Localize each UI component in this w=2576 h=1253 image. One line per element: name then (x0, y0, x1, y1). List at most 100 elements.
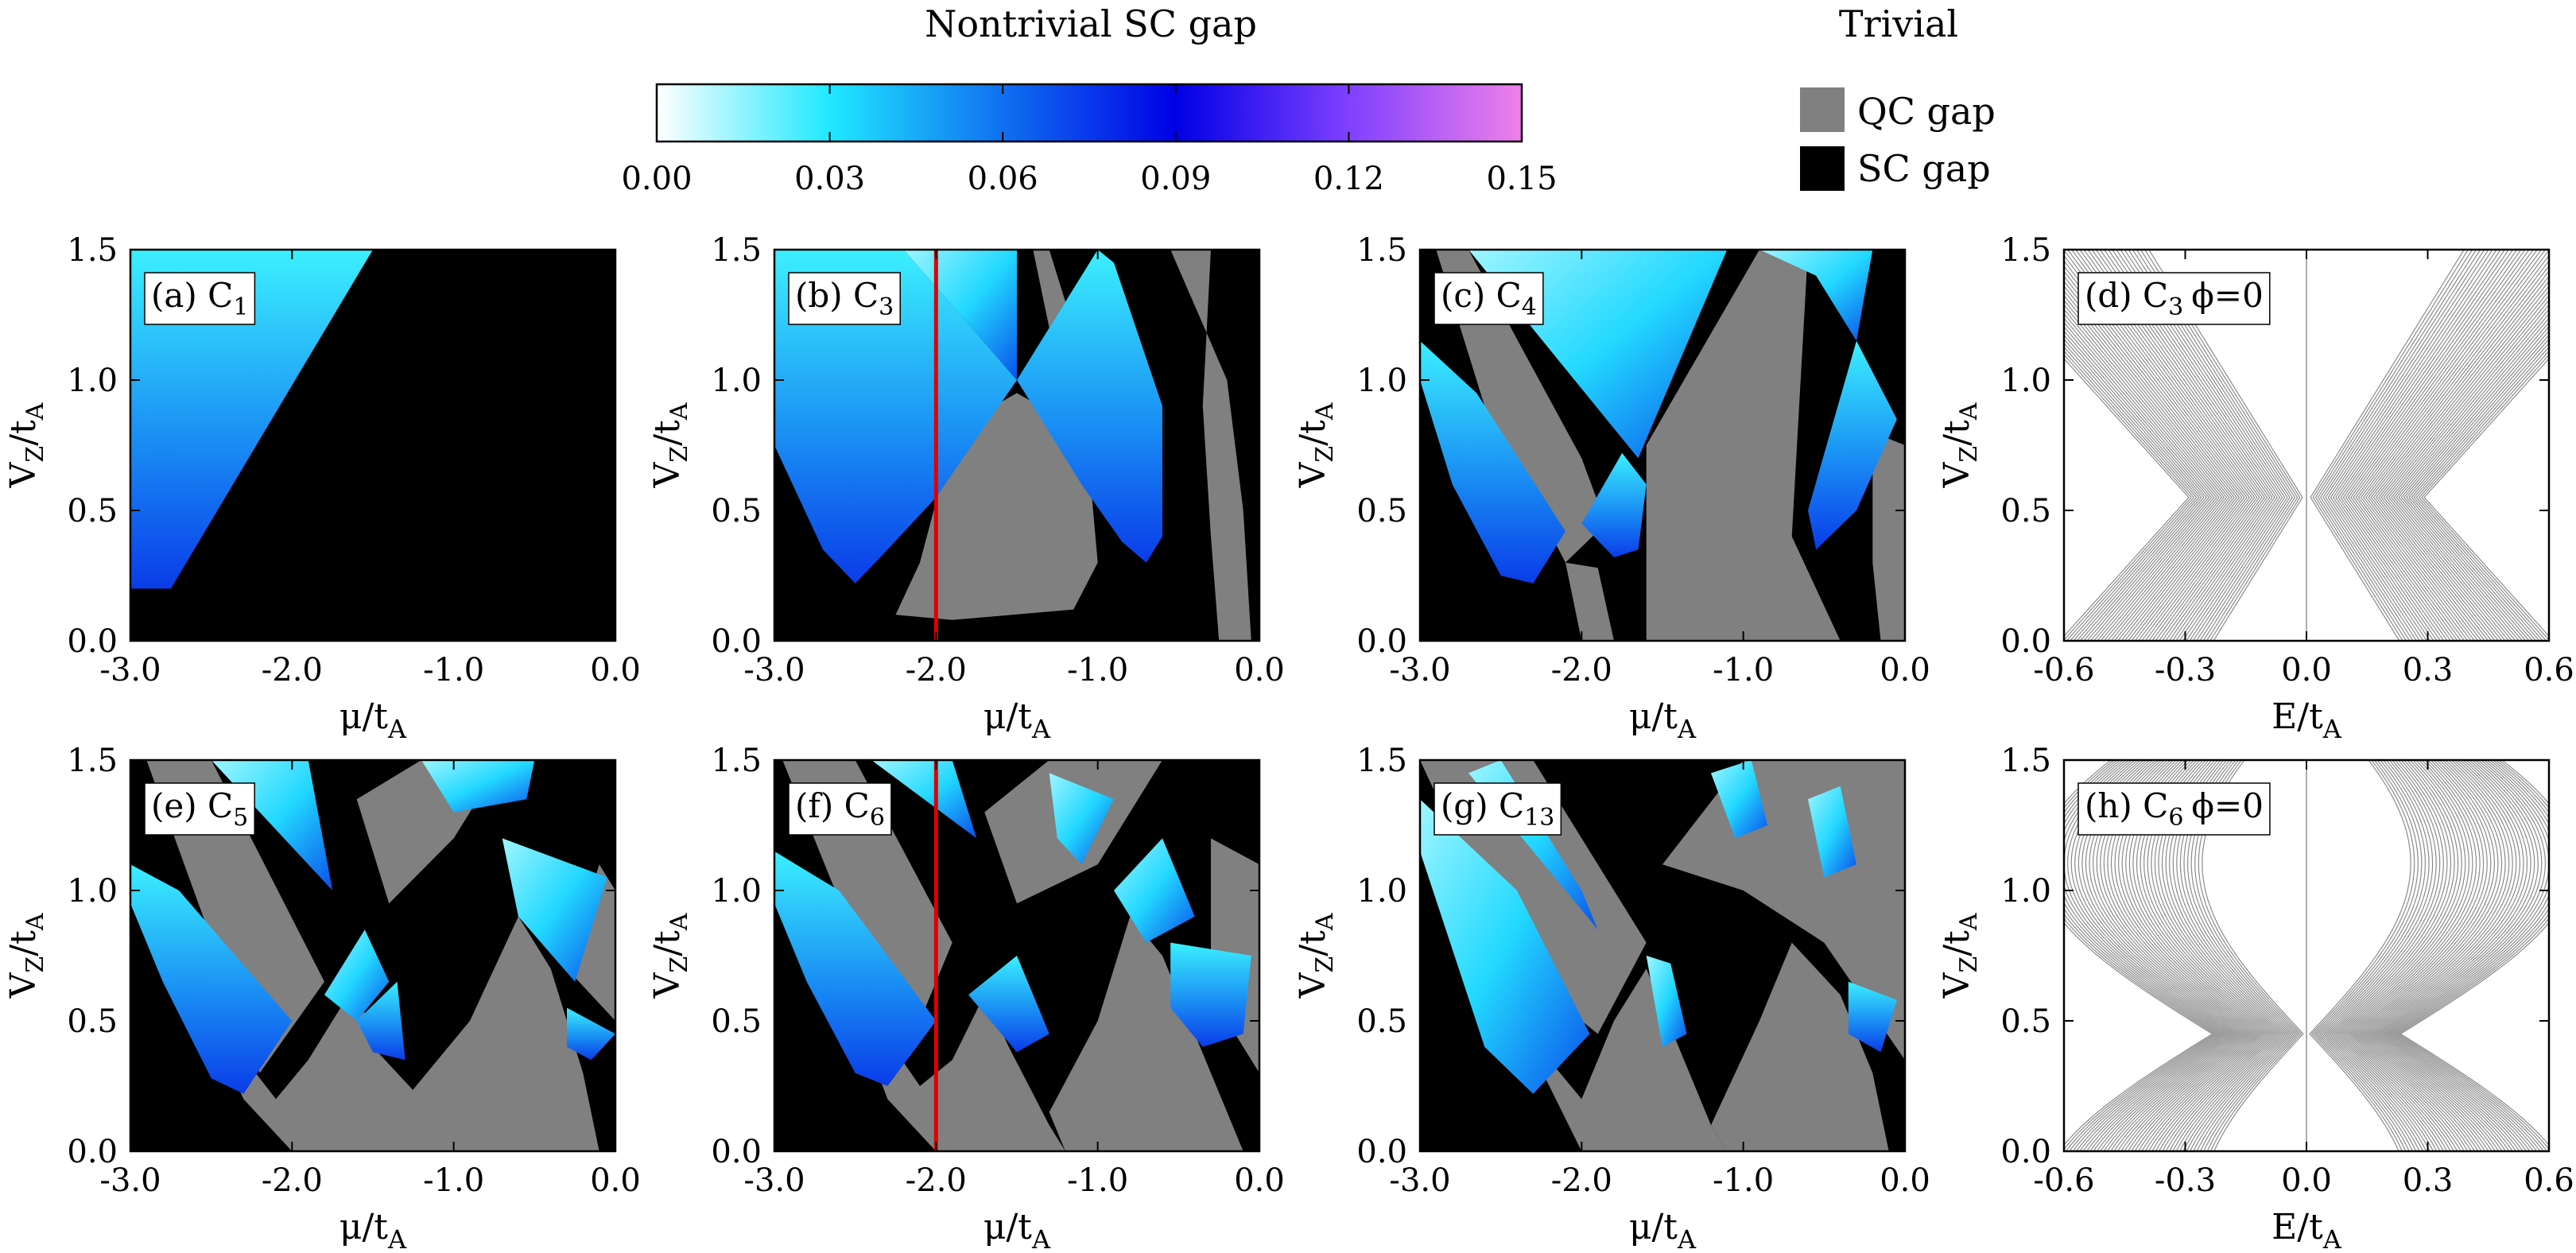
colorbar-ticks: 0.00 0.03 0.06 0.09 0.12 0.15 (621, 84, 1558, 197)
spectrum-band (2349, 760, 2485, 1151)
y-axis-label-main: V (647, 461, 688, 488)
spectrum-band (2360, 250, 2546, 641)
spectrum-band (2345, 760, 2477, 1151)
phase-region (405, 916, 599, 1151)
y-axis-label-slash: /t (647, 930, 688, 956)
x-axis-label-main: E/t (2271, 1207, 2323, 1247)
y-tick-label: 1.0 (1356, 873, 1407, 910)
spectrum-band (2333, 760, 2455, 1151)
spectrum-band (2335, 760, 2459, 1151)
panel-tag-main: (c) C (1441, 276, 1522, 315)
spectrum-band (2377, 760, 2535, 1151)
x-axis-label-sub: A (1677, 714, 1697, 744)
spectrum-band (2411, 338, 2549, 641)
phase-region (839, 968, 1065, 1151)
y-axis-label-main: V (1937, 972, 1977, 999)
panel-tag-box (788, 782, 892, 836)
x-tick-label: -1.0 (1067, 652, 1128, 689)
x-tick-label: 0.0 (590, 1162, 641, 1199)
spectrum-band (2317, 760, 2427, 1151)
panel-frame (773, 758, 1261, 1153)
colorbar-title: Nontrivial SC gap (925, 2, 1257, 45)
panel-tag: (a) C1 (151, 276, 248, 321)
panel-plot-area (1420, 760, 1905, 1151)
y-axis-label-sub: Z (665, 446, 693, 463)
colorbar-tick-label: 0.06 (968, 161, 1038, 197)
x-tick-label: -0.6 (2033, 652, 2094, 689)
panel-tag-box (2077, 782, 2271, 836)
panel-frame (773, 248, 1261, 642)
phase-region (130, 864, 293, 1094)
panel-tag-phi: ϕ=0 (2191, 786, 2264, 825)
y-axis-label-sub: A (665, 913, 693, 931)
phase-region (1114, 838, 1195, 943)
panel-tag-box (1433, 272, 1544, 325)
spectrum-band (2064, 325, 2210, 641)
y-axis-label-sub: Z (1311, 446, 1339, 463)
spectrum-band (2365, 254, 2549, 641)
x-tick-label: 0.3 (2403, 652, 2454, 689)
x-tick-label: 0.0 (1234, 652, 1285, 689)
y-tick-label: 1.0 (711, 363, 762, 399)
spectrum-band (2339, 760, 2466, 1151)
spectrum-band (2332, 250, 2501, 641)
spectrum-band (2335, 250, 2505, 641)
y-axis-label-main: V (3, 461, 44, 488)
phase-region (774, 851, 937, 1086)
spectrum-band (2312, 250, 2469, 641)
y-tick-label: 1.5 (67, 743, 118, 779)
panel-frame (129, 758, 617, 1153)
spectrum-band (2423, 358, 2549, 638)
y-tick-label: 0.5 (711, 1003, 762, 1040)
spectrum-band (2064, 354, 2192, 641)
spectrum-band (2350, 250, 2530, 641)
x-tick-label: -3.0 (743, 652, 805, 689)
y-axis-label-main: V (647, 972, 688, 999)
y-axis-label-sub: A (21, 913, 49, 931)
panel-tag-box (144, 272, 256, 325)
spectrum-band (2418, 350, 2549, 641)
spectrum-band (2064, 358, 2190, 638)
y-axis-label-main: V (3, 972, 44, 999)
phase-region (903, 250, 1017, 380)
x-tick-label: 0.6 (2524, 1162, 2574, 1199)
spectrum-band (2327, 250, 2493, 641)
panel-frame (1418, 248, 1907, 642)
phase-region (567, 864, 615, 1021)
spectrum-band (2363, 250, 2549, 641)
x-tick-label: -2.0 (262, 652, 323, 689)
spectrum-band (2403, 325, 2549, 641)
spectrum-band (2385, 294, 2549, 641)
spectrum-band (2347, 250, 2526, 641)
x-tick-label: -2.0 (1551, 1162, 1612, 1199)
y-tick-label: 1.0 (1356, 363, 1407, 399)
x-axis-label-sub: A (387, 1224, 407, 1253)
panel-tag: (b) C3 (795, 276, 894, 321)
spectrum-band (2359, 760, 2503, 1151)
spectrum-band (2389, 760, 2549, 1151)
spectrum-band (2397, 760, 2549, 1150)
phase-region (1711, 942, 1889, 1151)
spectrum-band (2400, 321, 2549, 641)
spectrum-band (2064, 760, 2213, 1146)
x-axis-label-main: μ/t (339, 696, 388, 737)
panel-plot-area (2064, 250, 2549, 641)
spectrum-band (2064, 760, 2216, 1150)
spectrum-band (2320, 250, 2481, 641)
x-axis-label-sub: A (1031, 714, 1051, 744)
spectrum-band (2343, 760, 2473, 1151)
x-tick-label: -1.0 (1713, 652, 1774, 689)
x-tick-label: -1.0 (423, 652, 484, 689)
y-tick-label: 1.5 (2000, 232, 2051, 269)
spectrum-band (2415, 346, 2549, 641)
x-axis-label-main: μ/t (1629, 1207, 1678, 1247)
y-axis-label: VZ/tA (647, 402, 693, 488)
y-tick-label: 1.5 (1356, 743, 1407, 779)
x-axis-label-sub: A (2322, 1224, 2342, 1253)
phase-region (195, 981, 438, 1151)
x-tick-label: -2.0 (1551, 652, 1612, 689)
phase-region (146, 760, 324, 1073)
y-tick-label: 0.0 (711, 1134, 762, 1170)
x-tick-label: 0.0 (2281, 1162, 2332, 1199)
y-tick-label: 0.5 (67, 1003, 118, 1040)
